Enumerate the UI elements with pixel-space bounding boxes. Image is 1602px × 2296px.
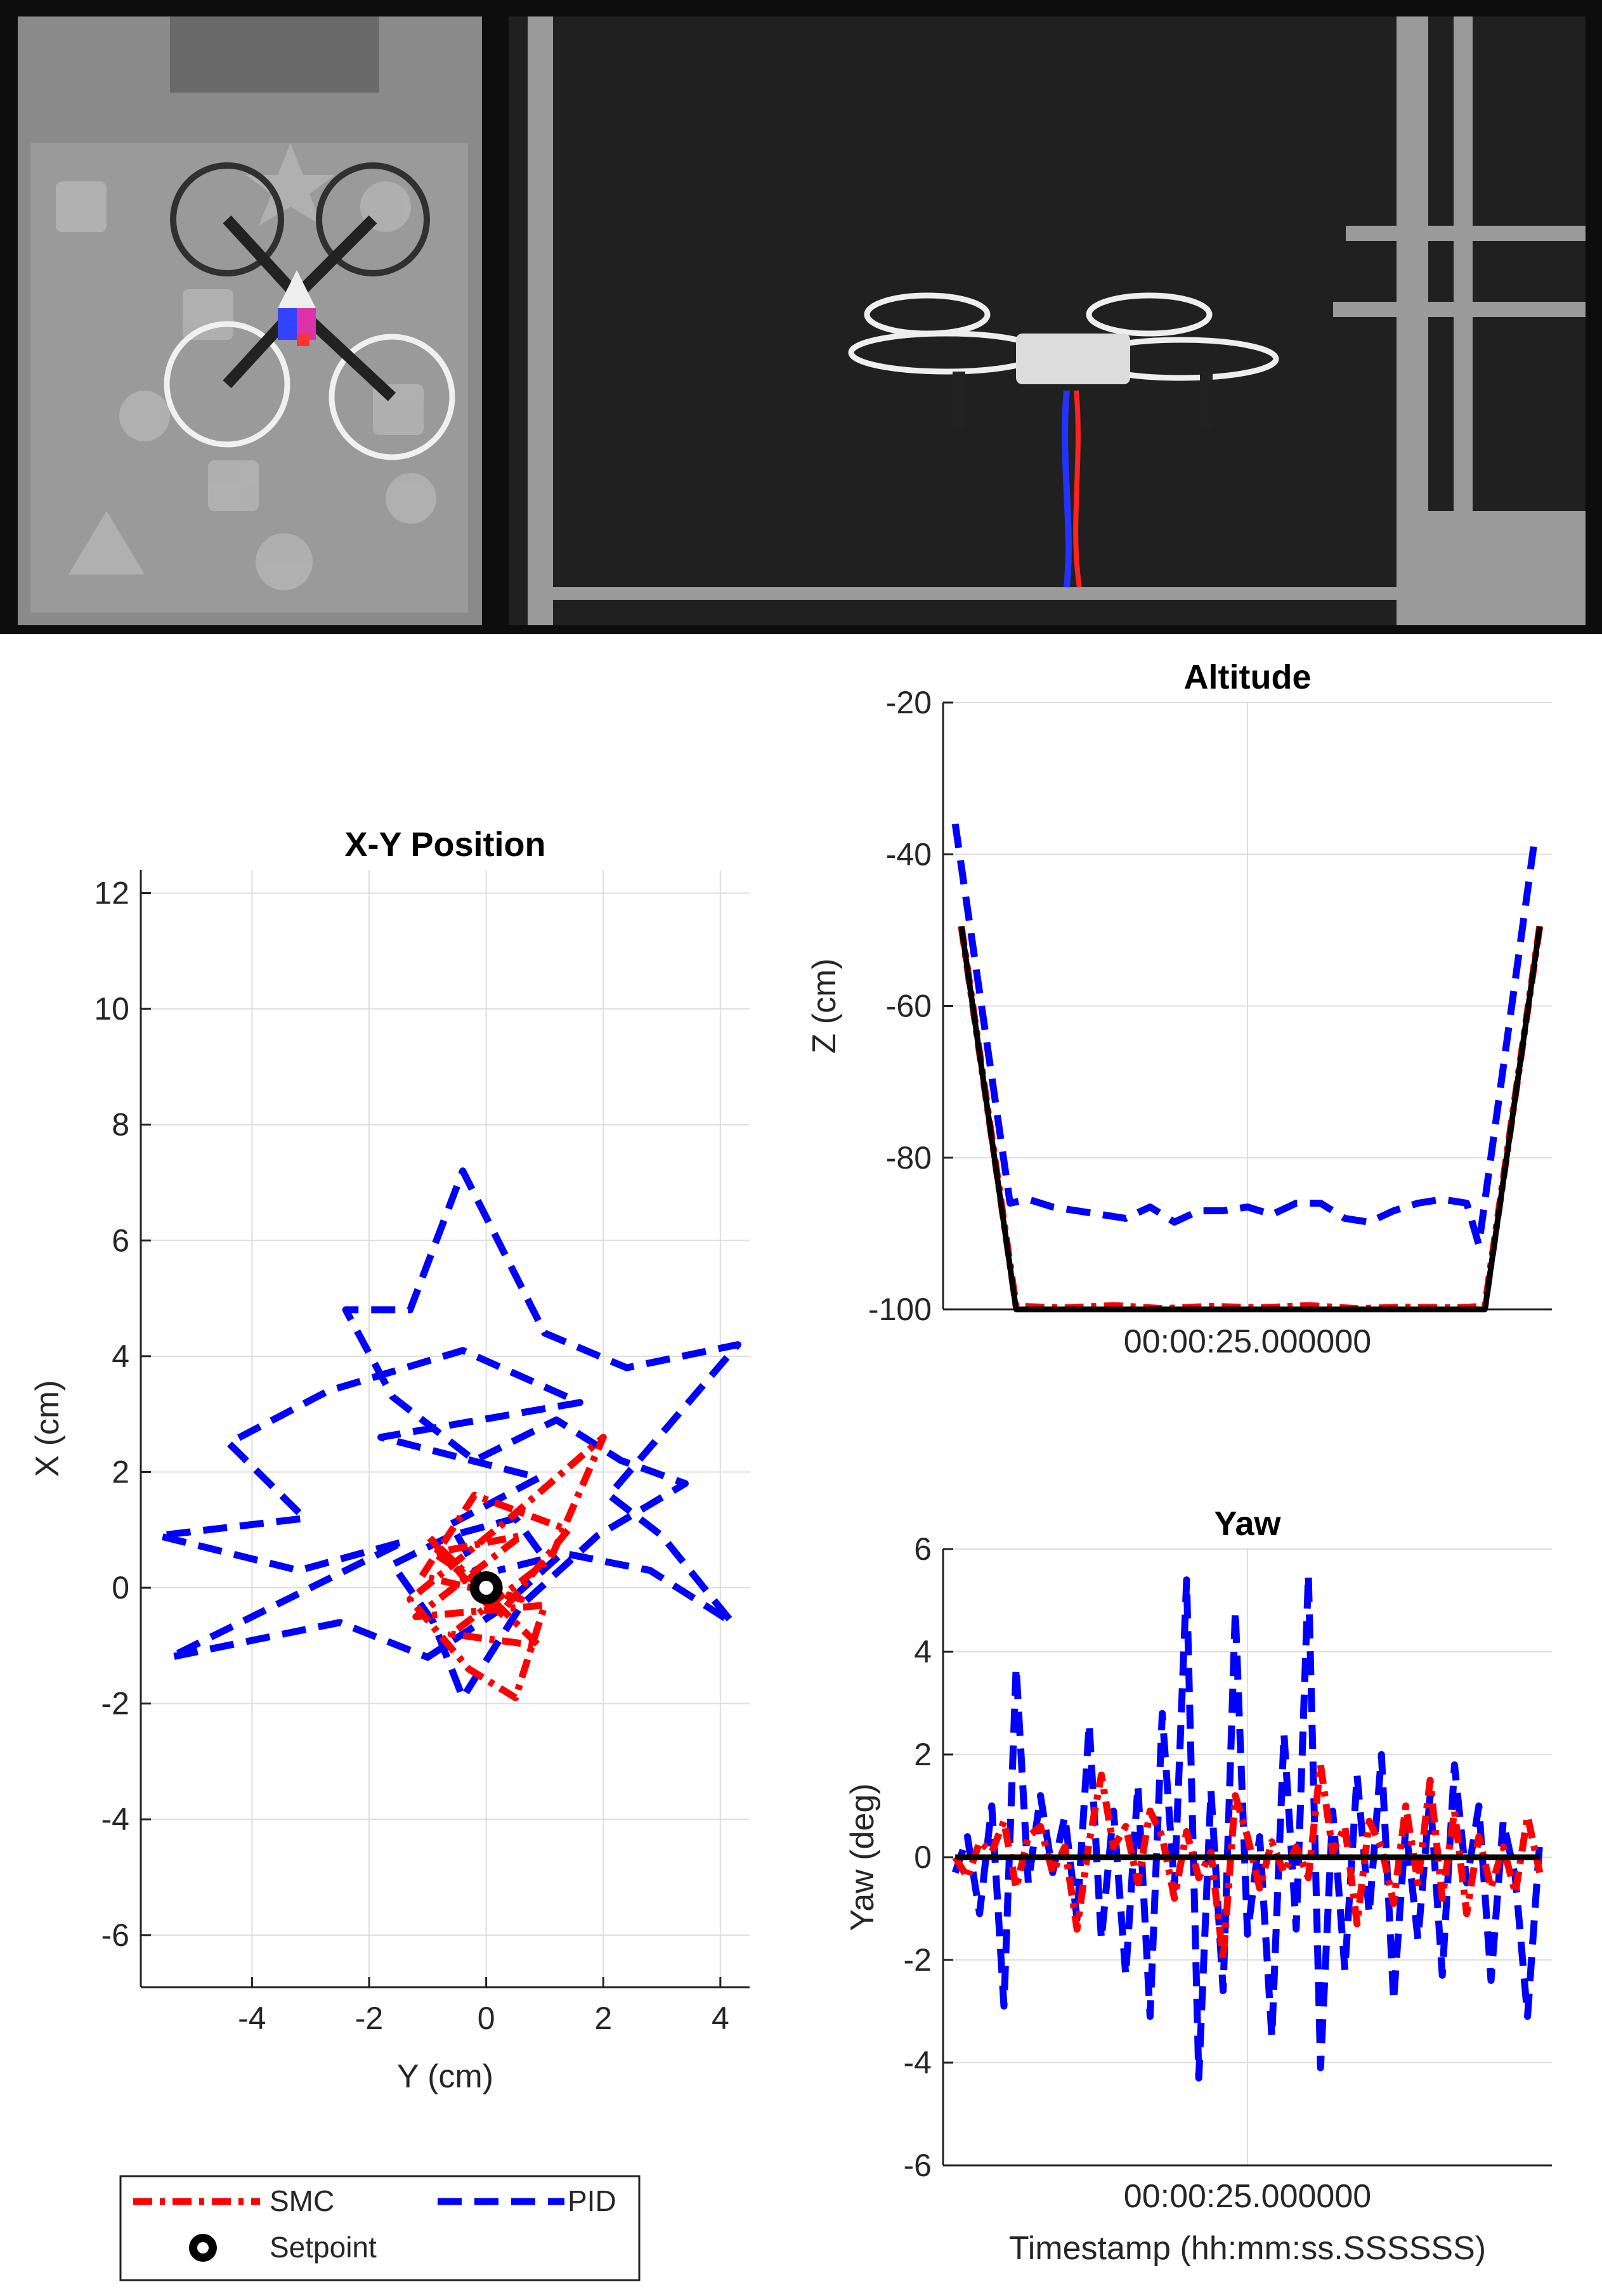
y-tick-label: -6 [904,2148,932,2183]
x-tick-label: 2 [594,2001,612,2036]
smc-series [407,1434,607,1701]
y-tick-label: 4 [914,1634,932,1670]
legend-box [119,2175,641,2281]
legend-swatch-center [197,2242,209,2254]
x-tick-label: 0 [478,2001,495,2036]
x-axis-label: 00:00:25.000000 [1124,1323,1371,1360]
legend-label-setpoint: Setpoint [270,2231,377,2264]
pid-series [951,823,1537,1249]
y-tick-label: 6 [914,1531,932,1567]
chart-title: Yaw [1214,1505,1281,1543]
y-tick-label: -20 [886,685,932,720]
gridlines [141,870,750,1987]
chart-title: Altitude [1184,658,1312,696]
y-tick-label: -60 [886,989,932,1024]
x-axis-title: Timestamp (hh:mm:ss.SSSSSS) [1009,2230,1486,2267]
x-tick-label: -4 [238,2001,266,2036]
y-tick-label: -6 [101,1917,129,1953]
y-tick-label: 0 [112,1570,129,1605]
y-tick-label: 6 [112,1223,129,1258]
y-tick-label: -2 [101,1686,129,1722]
y-tick-label: 12 [94,876,129,911]
y-tick-label: 10 [94,991,129,1027]
y-tick-label: 0 [914,1839,932,1875]
x-tick-label: 4 [712,2001,729,2036]
smc-series [952,1761,1544,1964]
setpoint-marker-center [479,1581,493,1595]
xy-position-chart: -6 -4 -2 0 2 4 6 8 10 12 -4 -2 0 2 4 X-Y Position Y (cm)… [29,826,750,2095]
y-tick-label: 8 [112,1107,129,1143]
pid-series [155,1167,741,1701]
chart-title: X-Y Position [344,826,545,864]
y-tick-label: -4 [101,1801,129,1837]
setpoint-series [958,926,1543,1313]
y-axis-label: Z (cm) [806,958,843,1053]
top-view-photo [18,16,482,625]
legend-label-smc: SMC [270,2184,334,2217]
yaw-chart: -6 -4 -2 0 2 4 6 Yaw 00:00:25.000000 Yaw (deg) Tim… [844,1505,1552,2267]
y-tick-label: 2 [914,1737,932,1772]
gridlines [943,702,1552,1310]
legend-label-pid: PID [568,2184,616,2217]
x-tick-label: -2 [355,2001,383,2036]
altitude-chart: -100 -80 -60 -40 -20 Altitude 00:00:25.000000 Z… [806,658,1552,1360]
x-axis-label: 00:00:25.000000 [1124,2178,1371,2215]
smc-series [958,926,1544,1313]
side-view-photo [509,16,1586,625]
y-tick-label: -80 [886,1140,932,1176]
y-tick-label: 4 [112,1339,129,1374]
y-tick-label: -40 [886,836,932,872]
y-tick-label: 2 [112,1454,129,1489]
y-tick-label: -100 [868,1292,932,1327]
y-tick-label: -4 [904,2045,932,2080]
y-axis-label: X (cm) [29,1380,66,1477]
x-axis-label: Y (cm) [397,2058,493,2095]
pid-series [951,1571,1544,2082]
y-axis-label: Yaw (deg) [844,1783,881,1931]
legend: SMC PID Setpoint [119,2175,641,2281]
y-tick-label: -2 [904,1942,932,1978]
